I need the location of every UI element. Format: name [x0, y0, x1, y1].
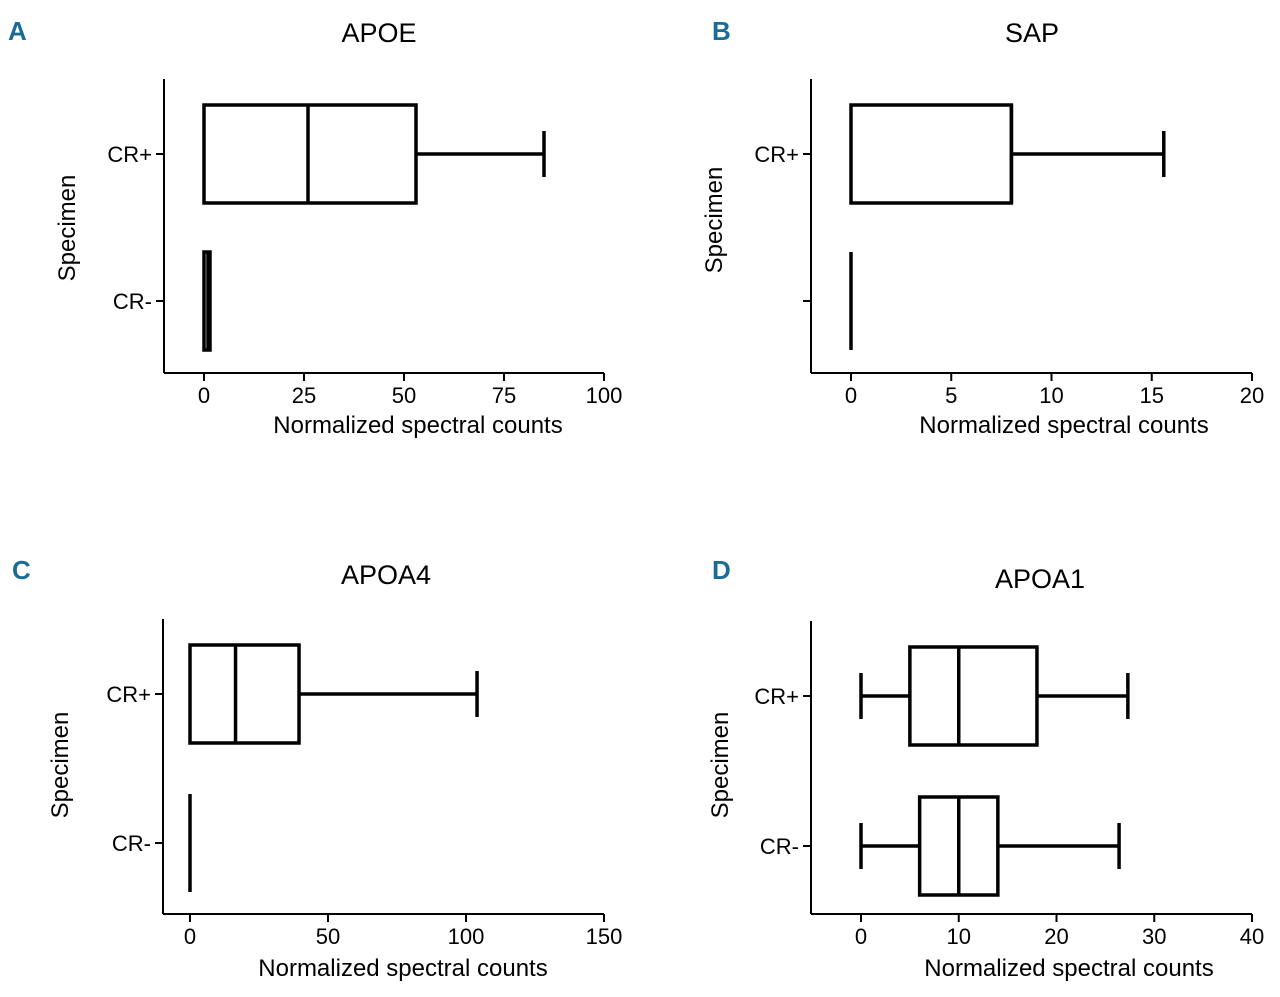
- x-tick-label: 50: [316, 924, 340, 949]
- panel-letter: B: [712, 16, 731, 46]
- x-tick-label: 0: [198, 383, 210, 408]
- boxplot-cr-negpos: [849, 103, 1166, 205]
- x-tick-label: 100: [586, 383, 623, 408]
- x-axis-label: Normalized spectral counts: [273, 412, 562, 439]
- panel-letter: D: [712, 555, 731, 585]
- y-tick-label: CR-: [112, 831, 151, 856]
- x-tick-label: 40: [1240, 924, 1264, 949]
- x-axis-label: Normalized spectral counts: [919, 412, 1208, 439]
- y-tick-label: CR+: [754, 142, 799, 167]
- x-tick-label: 25: [292, 383, 316, 408]
- y-tick-label: CR-: [760, 834, 799, 859]
- x-tick-label: 0: [184, 924, 196, 949]
- x-tick-label: 15: [1140, 383, 1164, 408]
- chart-title: APOA4: [341, 560, 431, 590]
- chart-title: APOA1: [995, 564, 1085, 594]
- x-tick-label: 10: [947, 924, 971, 949]
- x-tick-label: 30: [1142, 924, 1166, 949]
- y-axis-label: Specimen: [707, 712, 734, 819]
- boxplot-cr-neg: [859, 795, 1121, 897]
- panel-b: B SAP 0 5 10 15 20 CR+ Normalized spectral count…: [701, 16, 1264, 439]
- chart-title: SAP: [1005, 18, 1059, 48]
- x-axis-label: Normalized spectral counts: [924, 955, 1213, 982]
- y-tick-label: CR-: [113, 289, 152, 314]
- panel-a: A APOE 0 25 50 75 100 CR+ CR- Normalized spectral…: [8, 16, 622, 439]
- x-tick-label: 5: [945, 383, 957, 408]
- box: [849, 103, 1014, 205]
- x-tick-label: 20: [1044, 924, 1068, 949]
- y-axis-label: Specimen: [47, 712, 74, 819]
- boxplot-cr-neg: [202, 250, 212, 352]
- panel-letter: C: [12, 555, 31, 585]
- panel-d: D APOA1 0 10 20 30 40 CR+ CR- Normalized spectral…: [707, 555, 1264, 982]
- boxplot-cr-negpos: [188, 643, 479, 745]
- y-axis-label: Specimen: [54, 175, 81, 282]
- x-tick-label: 0: [855, 924, 867, 949]
- y-axis-label: Specimen: [701, 167, 728, 274]
- x-tick-label: 150: [586, 924, 623, 949]
- boxplot-cr-negpos: [859, 645, 1130, 747]
- box: [202, 103, 418, 205]
- chart-title: APOE: [341, 18, 416, 48]
- x-tick-label: 20: [1240, 383, 1264, 408]
- box: [188, 643, 301, 745]
- x-tick-label: 100: [448, 924, 485, 949]
- x-tick-label: 10: [1039, 383, 1063, 408]
- y-tick-label: CR+: [754, 684, 799, 709]
- y-tick-label: CR+: [106, 682, 151, 707]
- panel-c: C APOA4 0 50 100 150 CR+ CR- Normalized spectral…: [12, 555, 622, 982]
- box: [908, 645, 1039, 747]
- y-tick-label: CR+: [107, 142, 152, 167]
- x-tick-label: 50: [392, 383, 416, 408]
- x-axis-label: Normalized spectral counts: [258, 955, 547, 982]
- boxplot-cr-negpos: [202, 103, 546, 205]
- x-tick-label: 0: [845, 383, 857, 408]
- x-tick-label: 75: [492, 383, 516, 408]
- panel-letter: A: [8, 16, 27, 46]
